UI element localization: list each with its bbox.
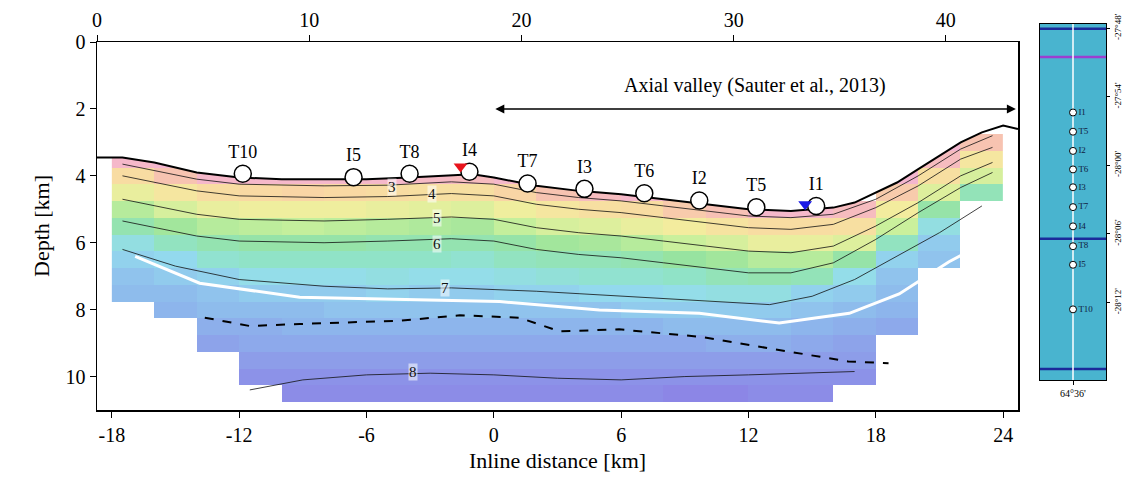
svg-text:4: 4 [428,186,436,202]
svg-text:I2: I2 [692,168,707,188]
svg-text:-6: -6 [358,424,375,446]
svg-text:T5: T5 [746,175,766,195]
svg-text:Inline distance [km]: Inline distance [km] [469,448,646,473]
svg-text:-28°12': -28°12' [1113,288,1123,315]
svg-text:-18: -18 [99,424,126,446]
svg-text:8: 8 [76,299,86,321]
svg-text:I4: I4 [462,140,477,160]
svg-text:T6: T6 [1078,164,1088,174]
svg-text:10: 10 [299,9,319,31]
svg-text:7: 7 [441,280,449,296]
svg-text:I2: I2 [1078,145,1086,155]
svg-text:40: 40 [936,9,956,31]
svg-text:64°36': 64°36' [1060,388,1086,399]
svg-text:-27°54': -27°54' [1113,82,1123,109]
svg-text:Axial valley (Sauter et al., 2: Axial valley (Sauter et al., 2013) [624,74,886,97]
svg-text:18: 18 [866,424,886,446]
svg-text:12: 12 [738,424,758,446]
svg-text:8: 8 [409,364,417,380]
svg-text:4: 4 [76,165,86,187]
svg-text:T10: T10 [1078,304,1093,314]
svg-text:20: 20 [511,9,531,31]
svg-text:-12: -12 [226,424,253,446]
svg-text:T6: T6 [634,161,654,181]
svg-text:I5: I5 [1078,259,1086,269]
svg-text:T7: T7 [518,151,538,171]
svg-text:-28°06': -28°06' [1113,219,1123,246]
svg-text:30: 30 [724,9,744,31]
svg-text:0: 0 [92,9,102,31]
svg-text:0: 0 [489,424,499,446]
svg-text:I3: I3 [577,157,592,177]
svg-text:-27°48': -27°48' [1113,13,1123,40]
svg-text:6: 6 [433,236,441,252]
svg-text:0: 0 [76,31,86,53]
svg-text:6: 6 [76,232,86,254]
svg-text:6: 6 [616,424,626,446]
svg-text:I1: I1 [1078,107,1086,117]
svg-text:T8: T8 [400,142,420,162]
svg-text:T7: T7 [1078,201,1088,211]
svg-text:10: 10 [66,366,86,388]
svg-text:T5: T5 [1078,126,1088,136]
svg-text:24: 24 [993,424,1013,446]
svg-text:3: 3 [388,179,396,195]
svg-text:-28°00': -28°00' [1113,150,1123,177]
svg-text:5: 5 [433,210,441,226]
svg-text:T10: T10 [228,142,257,162]
svg-text:I3: I3 [1078,182,1086,192]
svg-text:T8: T8 [1078,240,1088,250]
svg-text:Depth [km]: Depth [km] [29,175,54,277]
svg-text:I4: I4 [1078,221,1086,231]
svg-text:I5: I5 [346,145,361,165]
svg-text:I1: I1 [809,174,824,194]
svg-text:2: 2 [76,98,86,120]
